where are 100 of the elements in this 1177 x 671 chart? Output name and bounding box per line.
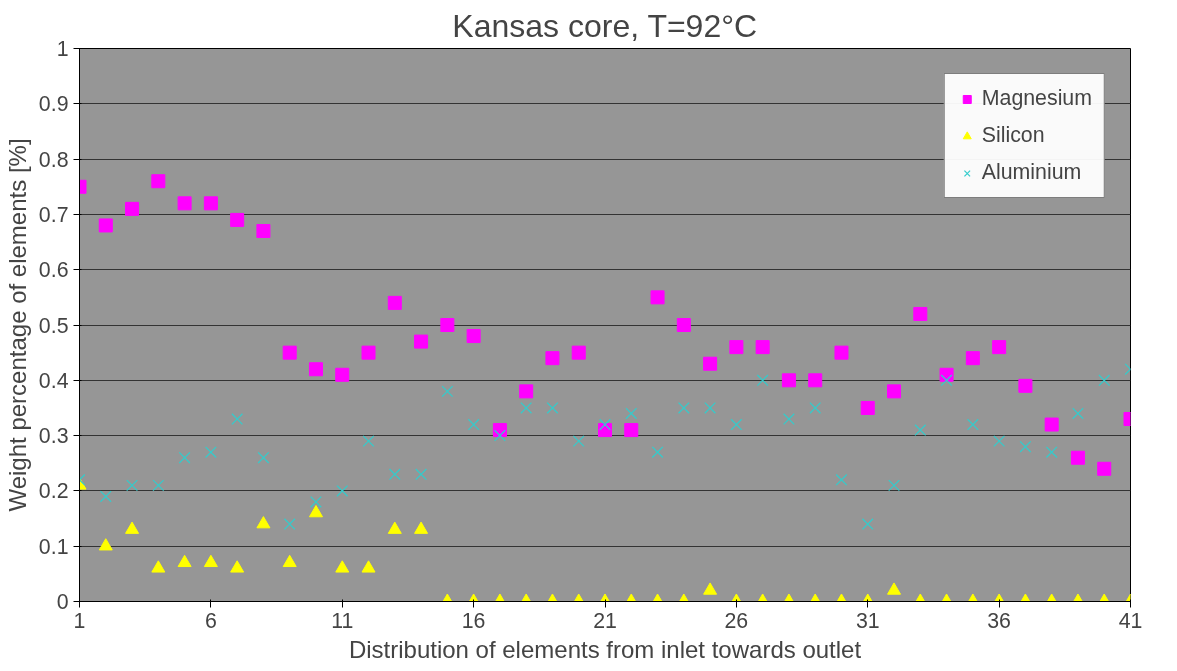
point [361,560,376,573]
y-tick-label: 0.8 [38,147,69,172]
point [387,295,402,310]
point [335,367,350,382]
point [572,435,585,448]
y-tick-label: 0.1 [38,534,69,559]
point [282,554,297,568]
point [388,468,401,481]
point [913,306,928,321]
point [152,479,165,492]
point [466,329,481,344]
point [203,554,218,568]
point [1098,374,1111,387]
point [888,479,900,492]
x-tick-label: 36 [987,608,1011,633]
y-tick-label: 0.9 [38,92,69,117]
point [703,582,718,595]
point [440,318,455,332]
point [256,516,271,529]
point [1044,417,1059,432]
y-tick-label: 0.5 [38,313,69,338]
y-tick-label: 1 [56,37,69,61]
x-tick-label: 21 [593,608,617,633]
point [387,521,402,534]
point [834,345,849,360]
point [178,451,191,464]
point [230,560,245,573]
point [676,318,691,332]
point [914,424,927,436]
point [257,451,270,464]
point [992,340,1007,355]
point [494,429,506,442]
y-tick-label: 0.6 [38,258,69,283]
legend-label: Aluminium [981,160,1082,185]
point [204,446,217,459]
point [467,418,480,431]
point [125,521,140,534]
point [571,345,586,360]
x-tick-label: 26 [724,608,749,633]
point [1097,461,1112,476]
point [1018,378,1033,393]
y-axis-title: Weight percentage of elements [%] [3,138,31,512]
point [126,479,138,492]
point [1070,450,1085,465]
point [808,373,823,388]
point [99,490,112,503]
point [966,418,979,431]
point [755,340,770,355]
point [414,521,429,534]
point [887,582,902,595]
point [335,560,350,573]
point [546,402,559,414]
point [625,407,638,420]
point [993,435,1006,448]
y-tick-label: 0.3 [38,424,69,449]
point [860,400,875,415]
point [519,384,534,399]
point [414,334,429,349]
point [835,473,848,486]
x-tick-label: 6 [204,608,217,633]
point [520,402,533,414]
x-tick-label: 16 [461,608,486,633]
point [730,418,743,431]
point [809,402,822,414]
point [783,413,795,425]
x-tick-label: 11 [331,608,354,633]
legend-label: Magnesium [981,86,1092,111]
point [703,356,718,371]
point [177,554,192,568]
point [651,446,664,459]
point [308,362,323,377]
point [887,384,902,399]
y-tick-label: 0.2 [38,479,69,504]
point [283,518,296,530]
point [861,518,874,530]
x-tick-label: 41 [1118,608,1143,633]
point [310,496,322,508]
chart-title: Kansas core, T=92°C [452,7,758,44]
point [599,418,611,431]
point [98,538,113,551]
y-tick-label: 0 [56,590,69,614]
point [677,402,690,414]
legend-label: Silicon [981,123,1045,148]
point [362,435,375,448]
point [704,402,716,414]
point [151,560,166,573]
point [650,290,665,305]
x-tick-label: 31 [855,608,880,633]
point [624,423,639,438]
point [336,485,349,497]
point [756,374,769,387]
x-axis-title: Distribution of elements from inlet towards outlet [348,635,862,663]
point [1072,407,1084,420]
point [1045,446,1058,459]
point [545,351,560,366]
point [781,373,796,388]
y-tick-label: 0.7 [38,202,69,227]
point [361,345,376,360]
point [308,505,323,518]
point [729,340,744,355]
